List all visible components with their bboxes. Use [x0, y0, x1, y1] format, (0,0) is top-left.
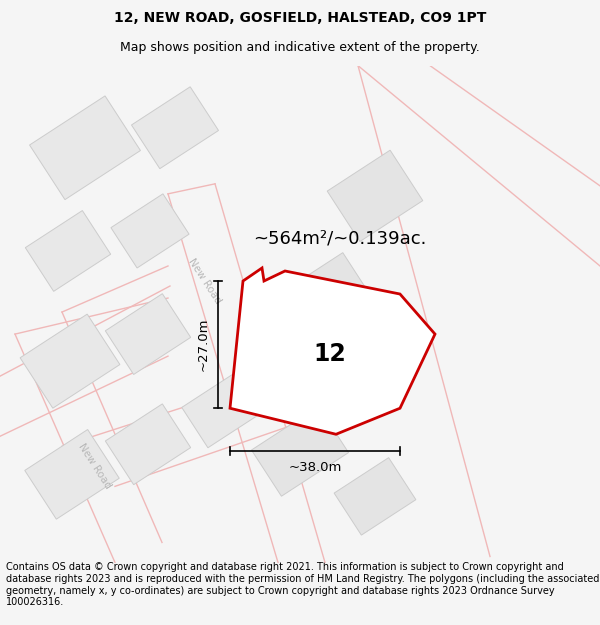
Polygon shape	[111, 194, 189, 268]
Polygon shape	[255, 253, 385, 376]
Polygon shape	[20, 314, 120, 408]
Text: ~27.0m: ~27.0m	[197, 318, 209, 371]
Polygon shape	[230, 268, 435, 434]
Text: New Road: New Road	[187, 256, 223, 306]
Text: Map shows position and indicative extent of the property.: Map shows position and indicative extent…	[120, 41, 480, 54]
Text: ~564m²/~0.139ac.: ~564m²/~0.139ac.	[253, 230, 427, 248]
Polygon shape	[327, 150, 423, 241]
Polygon shape	[334, 458, 416, 535]
Polygon shape	[106, 294, 191, 374]
Polygon shape	[29, 96, 140, 199]
Polygon shape	[25, 211, 110, 291]
Polygon shape	[182, 375, 258, 448]
Polygon shape	[131, 87, 218, 169]
Polygon shape	[106, 404, 191, 484]
Polygon shape	[251, 406, 349, 496]
Text: 12, NEW ROAD, GOSFIELD, HALSTEAD, CO9 1PT: 12, NEW ROAD, GOSFIELD, HALSTEAD, CO9 1P…	[114, 11, 486, 26]
Polygon shape	[25, 429, 119, 519]
Text: ~38.0m: ~38.0m	[289, 461, 341, 474]
Text: 12: 12	[314, 342, 346, 366]
Text: New Road: New Road	[77, 442, 113, 491]
Text: Contains OS data © Crown copyright and database right 2021. This information is : Contains OS data © Crown copyright and d…	[6, 562, 599, 608]
